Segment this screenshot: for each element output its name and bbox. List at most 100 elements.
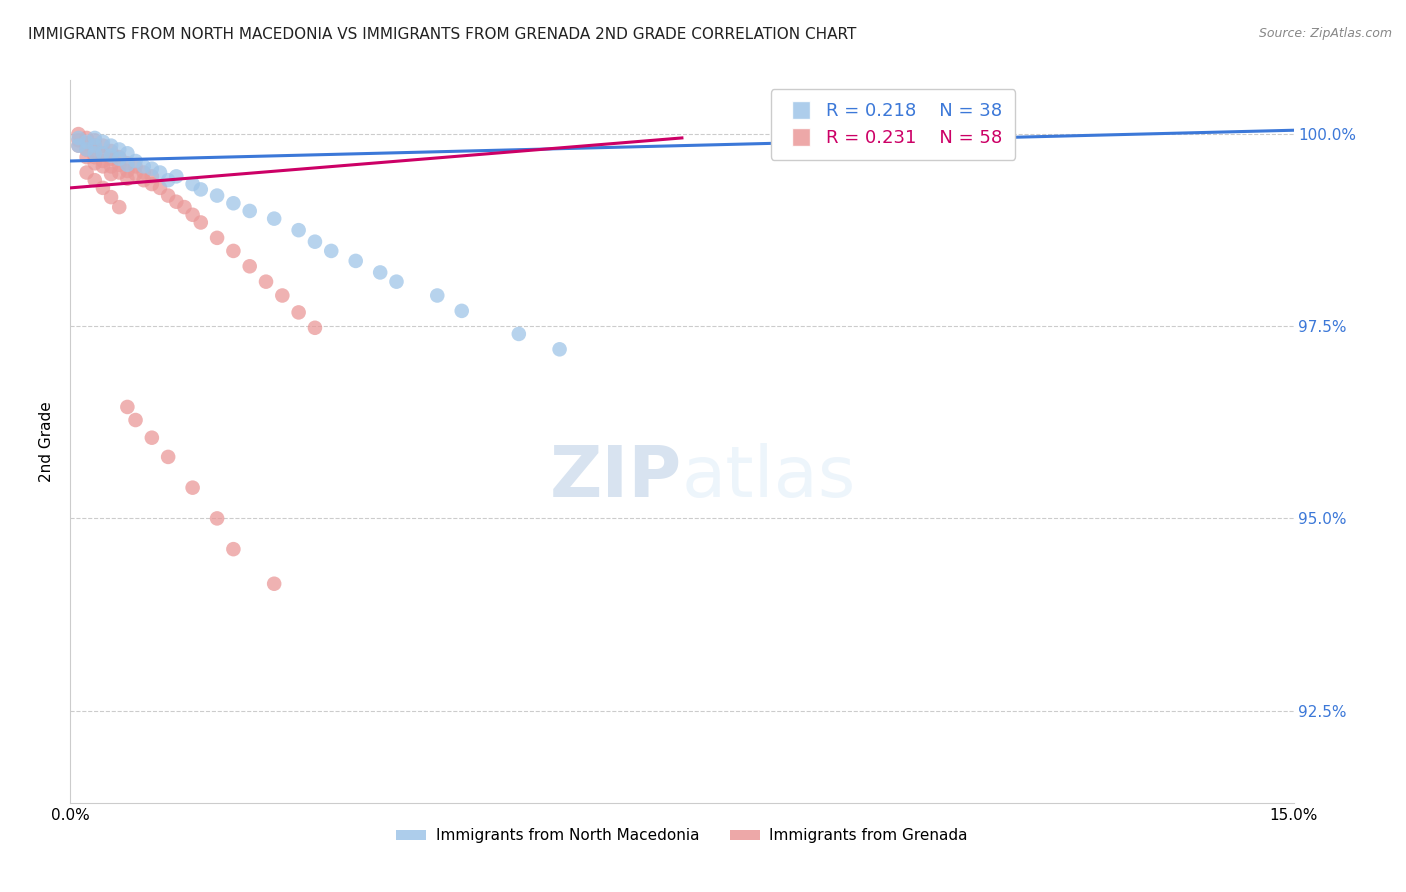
Point (108, 165, 131, 179)
Point (548, 343, 571, 357)
Point (254, 275, 277, 289)
Point (165, 194, 187, 209)
Text: ZIP: ZIP (550, 443, 682, 512)
Point (108, 143, 131, 157)
Point (132, 173, 155, 187)
Point (91, 135, 114, 149)
Point (124, 167, 146, 181)
Point (222, 244, 245, 258)
Point (450, 304, 472, 318)
Point (67, 131, 90, 145)
Point (83, 173, 105, 187)
Point (263, 576, 285, 591)
Text: Source: ZipAtlas.com: Source: ZipAtlas.com (1258, 27, 1392, 40)
Point (117, 146, 139, 161)
Point (368, 265, 391, 279)
Point (426, 288, 449, 302)
Point (271, 288, 294, 302)
Point (173, 200, 195, 214)
Point (117, 156, 139, 170)
Point (304, 235, 326, 249)
Point (76, 136, 98, 151)
Point (344, 253, 367, 268)
Point (222, 542, 245, 557)
Point (117, 171, 139, 186)
Point (76, 131, 98, 145)
Point (83, 133, 105, 147)
Point (181, 177, 204, 191)
Point (108, 150, 131, 164)
Point (100, 138, 122, 153)
Point (304, 320, 326, 334)
Point (149, 165, 172, 179)
Point (117, 158, 139, 172)
Point (100, 167, 122, 181)
Text: atlas: atlas (682, 443, 856, 512)
Point (141, 431, 163, 445)
Point (83, 138, 105, 153)
Point (76, 165, 98, 179)
Point (83, 150, 105, 164)
Point (239, 203, 262, 218)
Point (222, 196, 245, 211)
Point (67, 138, 90, 153)
Point (190, 215, 212, 229)
Point (91, 160, 114, 174)
Point (108, 152, 131, 166)
Point (83, 146, 105, 161)
Point (239, 260, 262, 274)
Point (117, 164, 139, 178)
Point (287, 305, 309, 319)
Point (100, 148, 122, 162)
Point (997, 127, 1019, 141)
Y-axis label: 2nd Grade: 2nd Grade (39, 401, 55, 482)
Point (83, 138, 105, 153)
Text: IMMIGRANTS FROM NORTH MACEDONIA VS IMMIGRANTS FROM GRENADA 2ND GRADE CORRELATION: IMMIGRANTS FROM NORTH MACEDONIA VS IMMIG… (28, 27, 856, 42)
Point (76, 150, 98, 164)
Point (385, 275, 408, 289)
Point (149, 181, 172, 195)
Point (100, 190, 122, 204)
Point (67, 133, 90, 147)
Point (181, 481, 204, 495)
Point (76, 143, 98, 157)
Point (165, 169, 187, 184)
Point (181, 208, 204, 222)
Point (190, 182, 212, 196)
Point (157, 173, 180, 187)
Point (508, 326, 530, 341)
Point (76, 143, 98, 157)
Legend: Immigrants from North Macedonia, Immigrants from Grenada: Immigrants from North Macedonia, Immigra… (389, 822, 974, 849)
Point (108, 200, 131, 214)
Point (76, 135, 98, 149)
Point (83, 156, 105, 170)
Point (91, 146, 114, 161)
Point (141, 169, 163, 184)
Point (141, 161, 163, 176)
Point (205, 511, 228, 525)
Point (124, 153, 146, 168)
Point (132, 165, 155, 179)
Point (263, 211, 285, 226)
Point (83, 144, 105, 158)
Point (100, 160, 122, 174)
Point (100, 144, 122, 158)
Point (157, 450, 180, 464)
Point (91, 146, 114, 161)
Point (132, 160, 155, 174)
Point (205, 188, 228, 202)
Point (124, 160, 146, 174)
Point (100, 152, 122, 166)
Point (91, 138, 114, 153)
Point (321, 244, 343, 258)
Point (108, 158, 131, 172)
Point (157, 188, 180, 202)
Point (83, 131, 105, 145)
Point (287, 223, 309, 237)
Point (205, 231, 228, 245)
Point (91, 181, 114, 195)
Point (91, 153, 114, 168)
Point (141, 177, 163, 191)
Point (67, 138, 90, 153)
Point (117, 400, 139, 414)
